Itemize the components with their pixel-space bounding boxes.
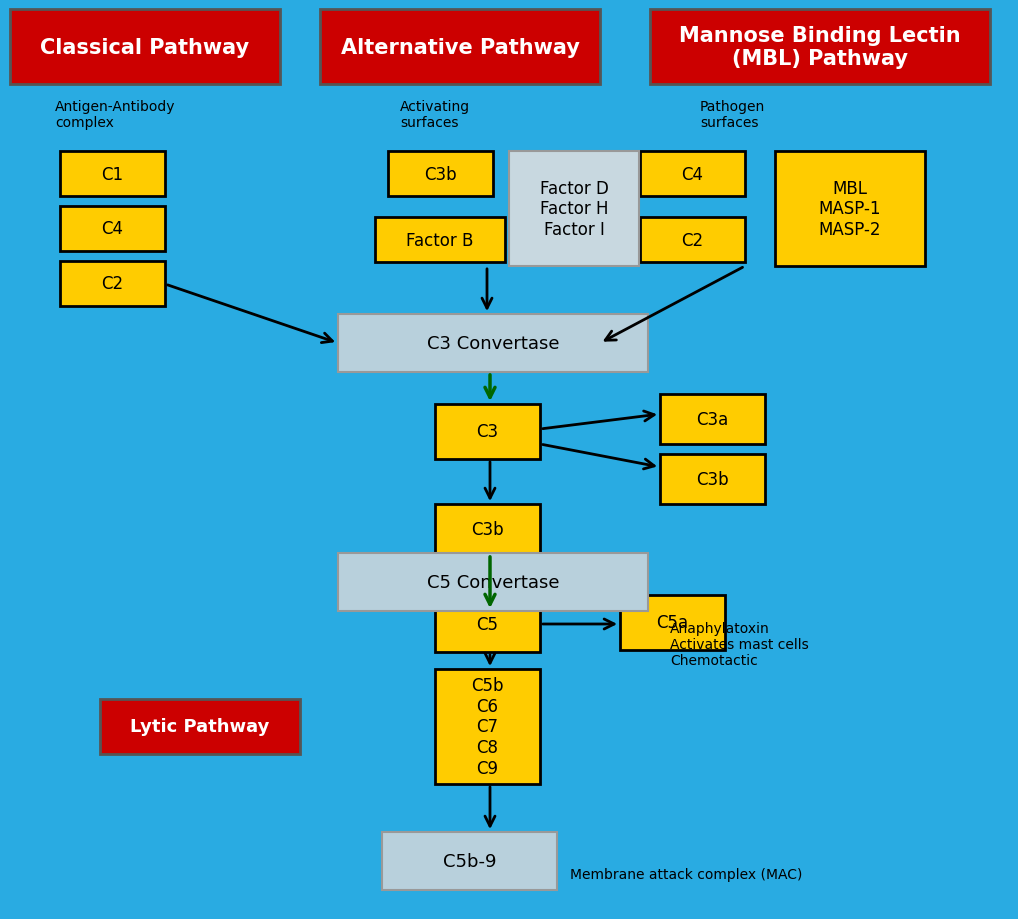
Text: Antigen-Antibody
complex: Antigen-Antibody complex	[55, 100, 175, 130]
Text: C3b: C3b	[425, 165, 457, 183]
Text: C5b-9: C5b-9	[443, 852, 496, 870]
Text: C5a: C5a	[657, 614, 688, 632]
FancyBboxPatch shape	[320, 10, 600, 85]
FancyBboxPatch shape	[435, 669, 540, 784]
FancyBboxPatch shape	[382, 832, 557, 890]
FancyBboxPatch shape	[620, 596, 725, 651]
Text: C3 Convertase: C3 Convertase	[427, 335, 559, 353]
FancyBboxPatch shape	[435, 597, 540, 652]
FancyBboxPatch shape	[338, 314, 648, 372]
Text: C1: C1	[102, 165, 123, 183]
FancyBboxPatch shape	[388, 152, 493, 197]
FancyBboxPatch shape	[10, 10, 280, 85]
Text: C5: C5	[476, 616, 499, 634]
Text: C4: C4	[681, 165, 703, 183]
Text: Alternative Pathway: Alternative Pathway	[341, 38, 579, 57]
Text: Pathogen
surfaces: Pathogen surfaces	[700, 100, 766, 130]
Text: Factor D
Factor H
Factor I: Factor D Factor H Factor I	[540, 179, 609, 239]
FancyBboxPatch shape	[640, 152, 745, 197]
FancyBboxPatch shape	[435, 505, 540, 554]
FancyBboxPatch shape	[775, 152, 925, 267]
FancyBboxPatch shape	[640, 218, 745, 263]
FancyBboxPatch shape	[338, 553, 648, 611]
FancyBboxPatch shape	[660, 394, 765, 445]
FancyBboxPatch shape	[509, 152, 639, 267]
FancyBboxPatch shape	[100, 699, 300, 754]
Text: C2: C2	[681, 232, 703, 249]
Text: C4: C4	[102, 221, 123, 238]
FancyBboxPatch shape	[375, 218, 505, 263]
Text: Factor B: Factor B	[406, 232, 473, 249]
Text: Lytic Pathway: Lytic Pathway	[130, 718, 270, 736]
Text: Membrane attack complex (MAC): Membrane attack complex (MAC)	[570, 867, 802, 881]
FancyBboxPatch shape	[435, 404, 540, 460]
FancyBboxPatch shape	[651, 10, 989, 85]
FancyBboxPatch shape	[60, 262, 165, 307]
FancyBboxPatch shape	[60, 152, 165, 197]
Text: C3: C3	[476, 423, 499, 441]
Text: C3b: C3b	[471, 520, 504, 539]
Text: Mannose Binding Lectin
(MBL) Pathway: Mannose Binding Lectin (MBL) Pathway	[679, 26, 961, 69]
Text: C3a: C3a	[696, 411, 729, 428]
Text: Anaphylatoxin
Activates mast cells
Chemotactic: Anaphylatoxin Activates mast cells Chemo…	[670, 621, 808, 668]
FancyBboxPatch shape	[60, 207, 165, 252]
Text: Classical Pathway: Classical Pathway	[41, 38, 249, 57]
Text: MBL
MASP-1
MASP-2: MBL MASP-1 MASP-2	[818, 179, 882, 239]
Text: C5b
C6
C7
C8
C9: C5b C6 C7 C8 C9	[471, 676, 504, 777]
Text: C2: C2	[102, 275, 123, 293]
Text: Activating
surfaces: Activating surfaces	[400, 100, 470, 130]
Text: C3b: C3b	[696, 471, 729, 489]
FancyBboxPatch shape	[660, 455, 765, 505]
Text: C5 Convertase: C5 Convertase	[427, 573, 559, 591]
